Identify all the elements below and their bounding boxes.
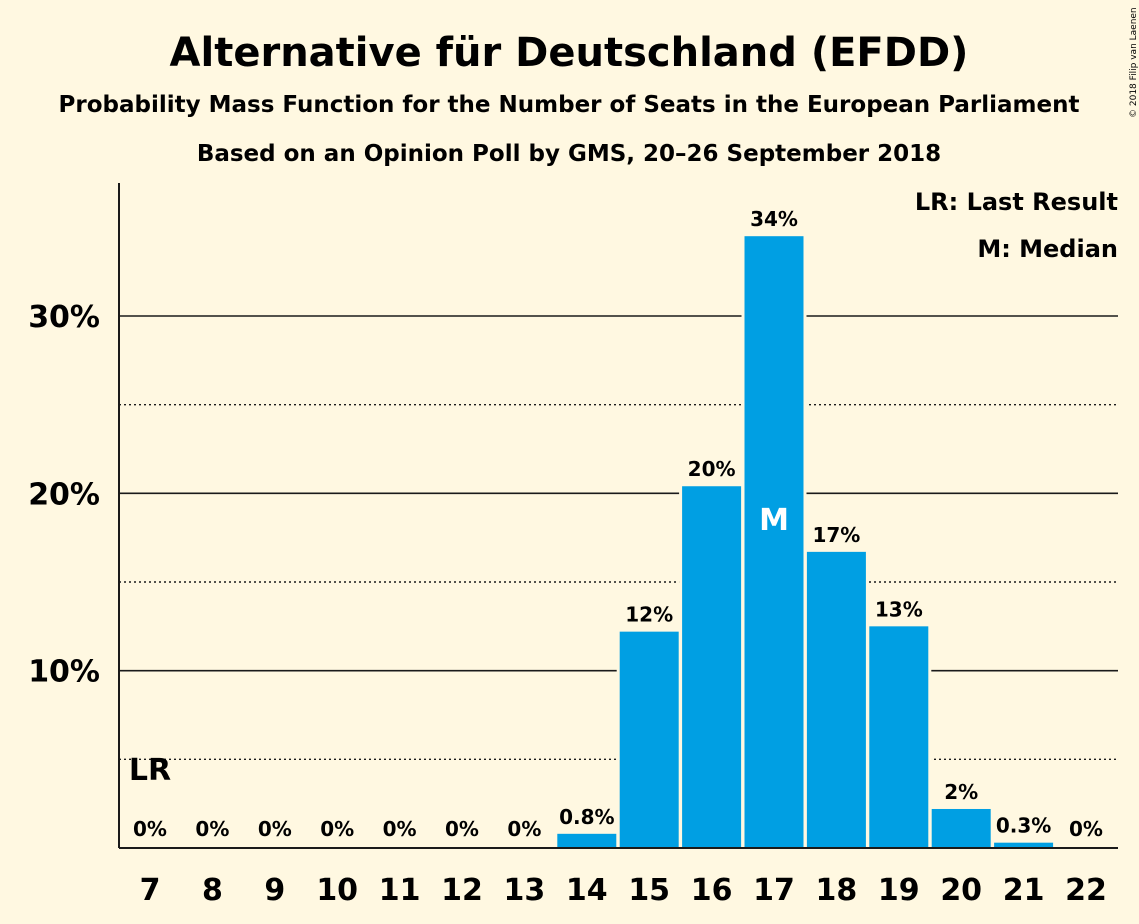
bar-value-label: 17%	[812, 523, 860, 547]
bars	[554, 233, 1057, 848]
y-tick-label: 30%	[28, 300, 100, 335]
chart-title: Alternative für Deutschland (EFDD)	[170, 30, 969, 76]
bar-value-label: 20%	[688, 457, 736, 481]
x-tick-label: 22	[1065, 873, 1107, 908]
bar-value-label: 0%	[133, 817, 167, 841]
bar-value-label: 12%	[625, 603, 673, 627]
bar-value-label: 0%	[507, 817, 541, 841]
x-tick-label: 7	[140, 873, 161, 908]
x-tick-label: 10	[316, 873, 358, 908]
bar	[994, 842, 1054, 848]
x-tick-label: 13	[504, 873, 546, 908]
bar-value-label: 0%	[258, 817, 292, 841]
bar-value-labels: 0% 0% 0% 0% 0% 0% 0% 0.8% 12% 20% 34% 17% 13% 2% 0.3% 0…	[133, 207, 1103, 841]
bar	[682, 486, 742, 848]
x-tick-label: 20	[940, 873, 982, 908]
bar-value-label: 34%	[750, 207, 798, 231]
x-tick-label: 8	[202, 873, 223, 908]
bar	[619, 631, 679, 848]
x-tick-label: 16	[691, 873, 733, 908]
x-tick-label: 9	[264, 873, 285, 908]
gridlines: 10% 20% 30%	[28, 300, 1118, 761]
x-tick-label: 15	[628, 873, 670, 908]
legend-last-result: LR: Last Result	[915, 188, 1118, 216]
bar	[744, 236, 804, 848]
bar-value-label: 0%	[383, 817, 417, 841]
bar	[869, 626, 929, 848]
chart-source-subtitle: Based on an Opinion Poll by GMS, 20–26 S…	[197, 141, 941, 167]
x-tick-label: 11	[379, 873, 421, 908]
bar-value-label: 0.8%	[559, 805, 614, 829]
y-tick-label: 10%	[28, 655, 100, 690]
bar-value-label: 0%	[195, 817, 229, 841]
bar	[557, 833, 617, 848]
x-tick-label: 12	[441, 873, 483, 908]
bar-value-label: 0.3%	[996, 814, 1051, 838]
x-tick-label: 19	[878, 873, 920, 908]
legend-median: M: Median	[977, 235, 1118, 263]
copyright-notice: © 2018 Filip van Laenen	[1129, 7, 1139, 118]
chart-subtitle: Probability Mass Function for the Number…	[59, 92, 1080, 118]
bar	[806, 551, 866, 848]
bar-value-label: 0%	[1069, 817, 1103, 841]
x-tick-label: 17	[753, 873, 795, 908]
x-tick-label: 14	[566, 873, 608, 908]
bar-value-label: 2%	[944, 780, 978, 804]
markers: M LR	[129, 503, 789, 788]
last-result-marker: LR	[129, 753, 171, 788]
bar-value-label: 13%	[875, 597, 923, 621]
bar-value-label: 0%	[320, 817, 354, 841]
x-tick-label: 18	[816, 873, 858, 908]
bar-value-label: 0%	[445, 817, 479, 841]
bar	[931, 808, 991, 848]
median-marker: M	[759, 503, 789, 538]
y-tick-label: 20%	[28, 477, 100, 512]
axes: 7 8 9 10 11 12 13 14 15 16 17 18 19 20 21 22	[118, 183, 1118, 908]
x-tick-label: 21	[1003, 873, 1045, 908]
